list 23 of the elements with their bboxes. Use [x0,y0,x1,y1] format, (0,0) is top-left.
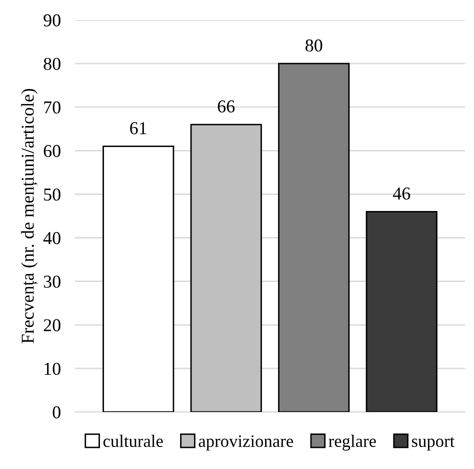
y-tick-label: 0 [52,406,60,418]
bar [102,146,174,412]
y-axis-title: Frecvența (nr. de mențiuni/articole) [21,88,38,344]
bar [278,62,350,412]
legend-label: culturale [103,434,163,448]
data-label: 46 [392,188,410,200]
y-tick-label: 50 [44,188,60,201]
y-tick-label: 60 [44,144,60,158]
y-tick-label: 30 [44,276,60,288]
y-tick-label: 90 [44,14,60,26]
data-label: 66 [218,100,235,113]
bar [366,210,438,412]
legend-label: suport [412,437,455,451]
data-label: 61 [130,122,146,134]
y-tick-label: 20 [44,319,60,332]
y-tick-label: 10 [44,362,60,375]
legend-label: reglare [328,434,376,451]
legend-label: aprovizionare [198,435,294,451]
y-tick-label: 70 [44,101,60,114]
y-tick-label: 40 [43,232,60,244]
bar [190,124,262,412]
data-label: 80 [306,39,322,52]
y-tick-label: 80 [44,58,60,70]
